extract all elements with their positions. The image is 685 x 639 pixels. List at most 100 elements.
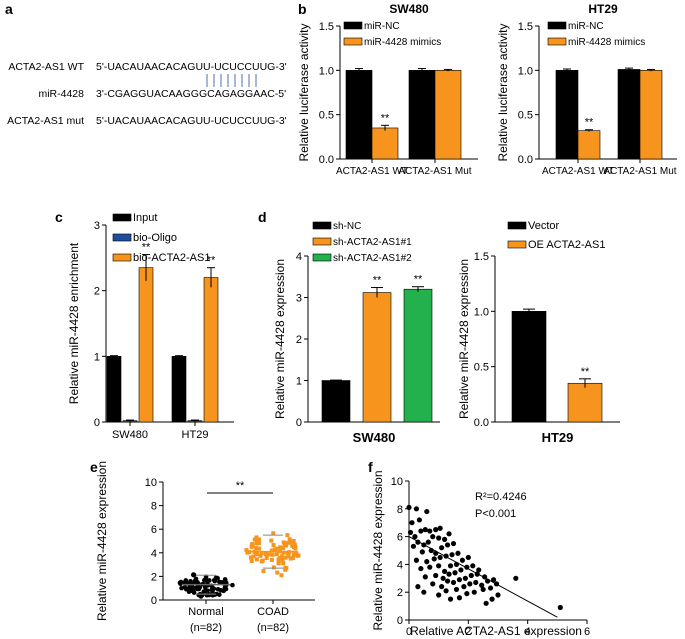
- e-point: [281, 561, 286, 566]
- e-point: [230, 582, 235, 588]
- e-point: [264, 555, 269, 560]
- f-point: [430, 534, 436, 540]
- e-point: [188, 584, 193, 589]
- e-point: [292, 545, 297, 550]
- f-point: [473, 579, 479, 586]
- e-point: [269, 557, 274, 562]
- e-point: [272, 547, 277, 552]
- d2-y-tick-label: 1.0: [474, 306, 489, 318]
- f-point: [413, 557, 420, 563]
- d2-x-label: HT29: [542, 430, 574, 445]
- e-point: [249, 543, 254, 548]
- d2-legend-label: Vector: [528, 220, 560, 232]
- e-point: [291, 539, 296, 544]
- d2-y-tick-label: 1.5: [474, 251, 489, 263]
- e-point: [267, 552, 272, 557]
- e-point: [244, 548, 249, 553]
- f-point: [427, 528, 433, 534]
- e-point: [197, 584, 203, 590]
- f-point: [444, 542, 451, 548]
- b2-bar: [617, 69, 641, 160]
- e-y-tick-label: 4: [151, 548, 157, 560]
- f-point: [439, 584, 445, 590]
- pairing-lines: [206, 74, 257, 87]
- d1-legend-label: sh-NC: [333, 221, 361, 232]
- f-point: [443, 588, 449, 594]
- d1-legend-label: sh-ACTA2-AS1#1: [333, 237, 412, 248]
- f-r2-label: R²=0.4246: [475, 491, 527, 503]
- panel-letter-f: f: [368, 459, 373, 475]
- f-point: [442, 568, 448, 574]
- e-point: [274, 552, 279, 557]
- c-bar: [203, 277, 219, 423]
- e-point: [280, 558, 285, 563]
- f-point: [495, 592, 501, 598]
- e-point: [251, 554, 256, 559]
- d1-significance: **: [373, 275, 382, 287]
- e-point: [275, 570, 280, 575]
- b1-legend-label: miR-NC: [364, 21, 400, 32]
- b1-y-tick-label: 1.5: [319, 21, 334, 33]
- f-point: [419, 549, 425, 555]
- e-significance: **: [236, 480, 245, 492]
- e-point: [285, 533, 290, 538]
- f-point: [490, 577, 497, 583]
- f-x-tick-label: 2: [465, 626, 471, 638]
- chart-c: 0 1 2 3 Relative miR-4428 enrichment SW480 HT2…: [67, 212, 234, 441]
- f-point: [467, 581, 473, 587]
- c-legend-swatch: [112, 213, 132, 222]
- e-point: [291, 552, 296, 557]
- f-x-tick-label: 6: [584, 626, 590, 638]
- e-point: [258, 553, 263, 558]
- f-x-tick-label: 0: [406, 626, 412, 638]
- f-point: [462, 575, 468, 581]
- c-legend-label: Input: [133, 212, 157, 224]
- c-x-tick-label: HT29: [182, 429, 209, 441]
- b1-significance: **: [381, 112, 390, 124]
- e-x-tick-label: COAD: [257, 606, 289, 618]
- e-point: [282, 542, 287, 547]
- e-point: [217, 579, 222, 585]
- c-x-tick-label: SW480: [112, 429, 148, 441]
- seq-wt: 5'-UACAUAACACAGUU-UCUCCUUG-3': [96, 61, 287, 73]
- b2-title: HT29: [588, 2, 618, 16]
- e-point: [281, 550, 286, 555]
- panel-letter-d: d: [258, 209, 267, 225]
- e-point: [202, 584, 208, 590]
- e-point: [249, 559, 254, 564]
- f-point: [413, 506, 420, 512]
- f-point: [418, 528, 424, 534]
- e-point: [275, 546, 280, 551]
- c-significance: **: [207, 255, 216, 267]
- e-point: [287, 537, 292, 542]
- c-y-tick-label: 3: [94, 220, 100, 232]
- d1-y-tick-label: 0: [296, 417, 302, 429]
- b2-bar: [639, 70, 663, 160]
- chart-b1: SW480 0.0 0.5 1.0 1.5 Relative luciferase act…: [297, 2, 478, 177]
- e-point: [276, 561, 281, 566]
- f-point: [458, 567, 464, 573]
- e-point: [261, 569, 266, 574]
- f-point: [437, 525, 443, 531]
- e-y-tick-label: 8: [151, 501, 157, 513]
- f-point: [433, 572, 439, 579]
- f-point: [487, 585, 494, 591]
- d1-y-tick-label: 3: [296, 293, 302, 305]
- f-point: [418, 565, 424, 572]
- f-point: [450, 540, 457, 547]
- e-point: [218, 587, 224, 593]
- seq-mut: 5'-UACAUAACACAGUU-UCUCCUUG-3': [96, 115, 287, 127]
- d2-legend-swatch: [507, 240, 527, 249]
- c-legend-label: bio-ACTA2-AS1: [133, 252, 210, 264]
- f-point: [440, 575, 446, 581]
- c-y-label: Relative miR-4428 enrichment: [67, 242, 81, 404]
- f-y-tick-label: 4: [397, 559, 403, 571]
- f-point: [427, 564, 433, 570]
- f-point: [476, 567, 482, 573]
- f-point: [439, 545, 445, 551]
- e-group-n: (n=82): [190, 622, 222, 634]
- e-point: [205, 578, 210, 584]
- f-point: [447, 596, 454, 602]
